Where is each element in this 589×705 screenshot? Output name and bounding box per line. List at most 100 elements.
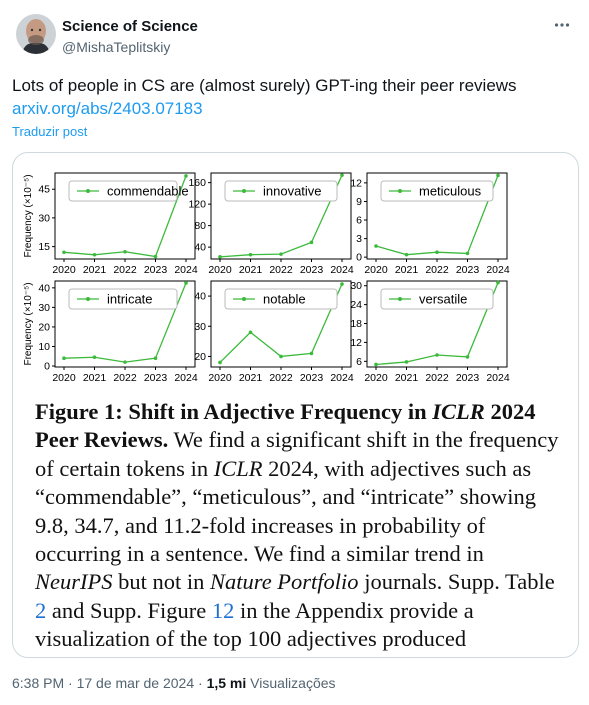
data-point	[374, 362, 378, 367]
x-tick-label: 2024	[486, 264, 510, 276]
translate-button[interactable]: Traduzir post	[12, 124, 88, 139]
data-point	[404, 252, 409, 257]
data-point	[218, 255, 222, 259]
data-point	[496, 173, 500, 178]
x-tick-label: 2020	[208, 372, 232, 384]
x-tick-label: 2022	[425, 264, 449, 276]
y-tick-label: 80	[194, 220, 206, 232]
y-tick-label: 3	[356, 233, 362, 245]
x-tick-label: 2021	[239, 264, 263, 276]
caption-text: but not in	[112, 569, 211, 595]
data-point	[248, 252, 253, 257]
caption-table-ref[interactable]: 2	[35, 597, 47, 623]
legend-box	[224, 288, 338, 310]
chart-panel-commendable: 15 30 45 2020 2021 2022 2023 2024 commendable Fre…	[23, 172, 198, 276]
y-axis-label: Frequency (×10⁻⁵)	[23, 174, 34, 257]
legend-box	[68, 180, 178, 202]
caption-title-venue: ICLR	[432, 399, 485, 424]
post-link[interactable]: arxiv.org/abs/2403.07183	[12, 99, 203, 118]
x-tick-label: 2024	[174, 372, 198, 384]
x-tick-label: 2023	[456, 264, 480, 276]
data-point	[153, 254, 158, 259]
legend-box	[380, 180, 494, 202]
data-point	[340, 173, 344, 177]
data-point	[92, 355, 97, 360]
data-point	[153, 356, 158, 361]
y-tick-label: 20	[38, 321, 50, 333]
data-point	[279, 252, 283, 256]
chart-panel-intricate: 0 10 20 30 40 2020 2021 2022 2023 2024 intricate Fr…	[23, 280, 198, 384]
author-handle[interactable]: @MishaTeplitskiy	[62, 39, 171, 55]
data-point	[465, 355, 470, 359]
data-point	[465, 251, 470, 256]
data-point	[62, 250, 66, 255]
data-point	[435, 250, 439, 254]
views-label: Visualizações	[250, 675, 336, 691]
x-tick-label: 2020	[52, 372, 76, 384]
legend-box	[224, 180, 338, 202]
x-tick-label: 2022	[425, 372, 449, 384]
caption-title-part: 2024 Peer Reviews.	[35, 399, 536, 453]
data-point	[184, 281, 188, 285]
caption-text: and Supp. Figure	[46, 597, 212, 623]
post-meta: 6:38 PM · 17 de mar de 2024 · 1,5 mi Vis…	[12, 675, 336, 691]
x-tick-label: 2022	[113, 372, 137, 384]
data-point	[62, 356, 66, 361]
data-point	[309, 351, 314, 356]
data-point	[374, 244, 378, 248]
x-tick-label: 2021	[395, 264, 419, 276]
data-point	[123, 360, 127, 364]
legend-marker	[398, 297, 402, 301]
x-tick-label: 2021	[83, 264, 107, 276]
data-point	[92, 252, 97, 257]
x-tick-label: 2022	[269, 264, 293, 276]
author-name[interactable]: Science of Science	[62, 18, 198, 35]
data-point	[340, 282, 344, 286]
data-point	[404, 360, 409, 364]
x-tick-label: 2023	[456, 372, 480, 384]
chart-panel-innovative: 40 80 120 160 2020 2021 2022 2023 2024 innovative	[188, 172, 354, 276]
caption-text: 2024, with adjectives such as “commendab…	[35, 455, 537, 567]
y-tick-label: 10	[38, 341, 50, 353]
data-point	[435, 353, 439, 357]
data-point	[496, 280, 500, 285]
x-tick-label: 2020	[364, 372, 388, 384]
chart-panel-notable: 20 30 40 2020 2021 2022 2023 2024 notable	[194, 280, 354, 384]
data-point	[184, 174, 188, 178]
x-tick-label: 2020	[52, 264, 76, 276]
x-tick-label: 2021	[83, 372, 107, 384]
more-button[interactable]	[547, 14, 577, 36]
caption-figure-ref[interactable]: 12	[211, 597, 235, 623]
y-tick-label: 24	[350, 299, 362, 311]
legend-label: innovative	[263, 184, 322, 199]
legend-marker	[398, 189, 402, 193]
data-point	[218, 360, 222, 365]
post-media[interactable]: 15 30 45 2020 2021 2022 2023 2024 commendable Fre…	[12, 152, 579, 658]
y-tick-label: 18	[350, 318, 362, 330]
post-date[interactable]: 17 de mar de 2024	[76, 675, 195, 691]
y-tick-label: 15	[38, 241, 50, 253]
y-tick-label: 120	[188, 199, 206, 211]
x-tick-label: 2024	[330, 264, 354, 276]
data-point	[309, 240, 314, 245]
avatar[interactable]	[16, 14, 56, 54]
x-tick-label: 2023	[144, 264, 168, 276]
x-tick-label: 2024	[486, 372, 510, 384]
y-tick-label: 40	[194, 242, 206, 254]
y-tick-label: 40	[38, 282, 50, 294]
legend-box	[68, 288, 178, 310]
y-tick-label: 30	[38, 212, 50, 224]
caption-text: We find a significant shift in the frequ…	[35, 427, 559, 481]
legend-label: versatile	[419, 292, 467, 307]
x-tick-label: 2023	[300, 264, 324, 276]
y-tick-label: 9	[356, 196, 362, 208]
x-tick-label: 2022	[269, 372, 293, 384]
post-time[interactable]: 6:38 PM	[12, 675, 65, 691]
figure-caption: Figure 1: Shift in Adjective Frequency i…	[35, 398, 565, 657]
legend-label: notable	[263, 292, 306, 307]
y-tick-label: 12	[350, 177, 362, 189]
y-tick-label: 0	[44, 361, 50, 373]
y-tick-label: 20	[194, 351, 206, 363]
caption-venue: NeurIPS	[35, 569, 113, 595]
